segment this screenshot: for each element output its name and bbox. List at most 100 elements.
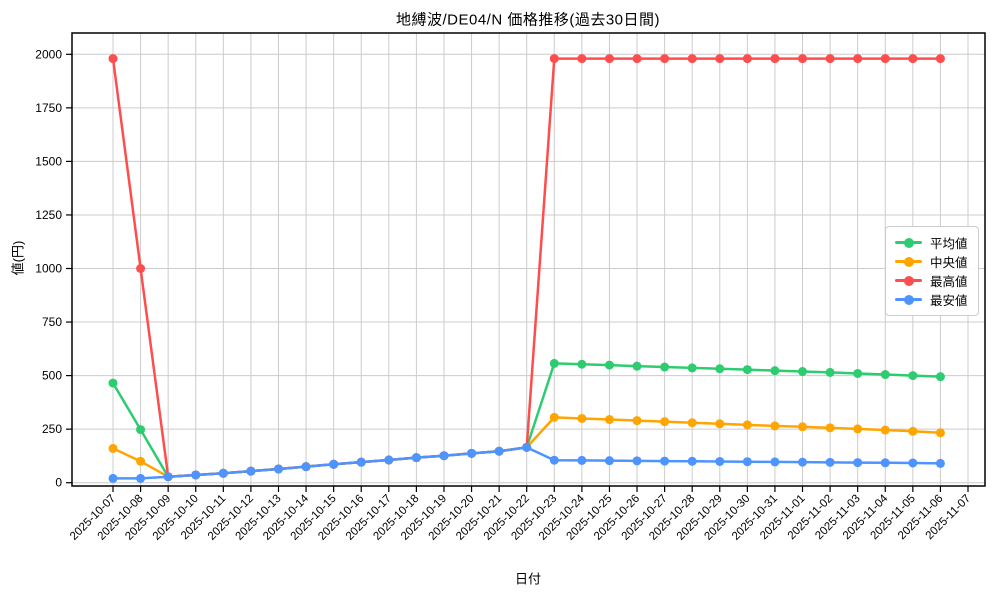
series-average-point <box>742 365 752 375</box>
legend-item-max: 最高値 <box>895 271 968 290</box>
y-tick-label: 2000 <box>35 47 62 61</box>
series-min-point <box>136 473 146 483</box>
series-average-point <box>577 359 587 369</box>
series-max-point <box>770 54 780 64</box>
y-tick-label: 1250 <box>35 208 62 222</box>
series-average-point <box>108 378 118 388</box>
legend-marker-median-icon <box>895 260 922 263</box>
series-min-point <box>522 442 532 452</box>
series-median-point <box>715 419 725 429</box>
legend-label-max: 最高値 <box>930 275 968 289</box>
series-min-point <box>467 448 477 458</box>
series-min-point <box>329 459 339 469</box>
series-min-point <box>246 466 256 476</box>
series-max-point <box>108 54 118 64</box>
series-min-point <box>549 455 559 465</box>
legend-label-average: 平均値 <box>930 237 968 251</box>
series-average-point <box>825 367 835 377</box>
series-min-point <box>439 451 449 461</box>
series-min-point <box>632 456 642 466</box>
series-min-point <box>853 458 863 468</box>
y-tick-label: 250 <box>42 422 62 436</box>
series-max-point <box>880 54 890 64</box>
series-average-point <box>798 367 808 377</box>
series-min-point <box>825 457 835 467</box>
series-median-point <box>880 425 890 435</box>
series-average-point <box>604 360 614 370</box>
series-max-point <box>798 54 808 64</box>
series-min-point <box>411 453 421 463</box>
y-tick-label: 1000 <box>35 262 62 276</box>
series-average-point <box>549 358 559 368</box>
series-max-point <box>853 54 863 64</box>
legend-item-min: 最安値 <box>895 290 968 309</box>
series-min-point <box>935 458 945 468</box>
legend-item-median: 中央値 <box>895 252 968 271</box>
series-min-point <box>218 468 228 478</box>
legend-marker-max-icon <box>895 279 922 282</box>
series-min-point <box>301 462 311 472</box>
series-average-point <box>853 368 863 378</box>
series-max-point <box>715 54 725 64</box>
series-average-point <box>660 362 670 372</box>
series-max-point <box>935 54 945 64</box>
series-average-point <box>136 425 146 435</box>
series-max-point <box>825 54 835 64</box>
series-min-point <box>191 470 201 480</box>
plot-border <box>71 32 986 487</box>
series-min-point <box>742 457 752 467</box>
legend-marker-min-icon <box>895 298 922 301</box>
legend-item-average: 平均値 <box>895 233 968 252</box>
series-min-point <box>770 457 780 467</box>
series-average-point <box>687 363 697 373</box>
series-median-point <box>577 413 587 423</box>
series-median-point <box>604 415 614 425</box>
series-median-point <box>108 443 118 453</box>
series-max-point <box>577 54 587 64</box>
series-median-point <box>853 424 863 434</box>
series-max-point <box>549 54 559 64</box>
series-average-point <box>880 370 890 380</box>
y-tick-label: 1500 <box>35 154 62 168</box>
y-tick-label: 0 <box>55 476 62 490</box>
series-median-point <box>825 423 835 433</box>
series-average-point <box>632 361 642 371</box>
series-average-point <box>770 366 780 376</box>
series-median-point <box>742 420 752 430</box>
y-tick-label: 1750 <box>35 101 62 115</box>
series-min-point <box>880 458 890 468</box>
series-min-point <box>384 455 394 465</box>
legend: 平均値 中央値最高値最安値 <box>885 226 979 316</box>
series-max-point <box>908 54 918 64</box>
series-average-point <box>715 364 725 374</box>
series-min-point <box>494 446 504 456</box>
legend-label-min: 最安値 <box>930 294 968 308</box>
series-max-point <box>687 54 697 64</box>
series-min-point <box>715 456 725 466</box>
series-median-point <box>770 421 780 431</box>
series-median-point <box>687 418 697 428</box>
series-median-point <box>935 428 945 438</box>
series-median-point <box>549 412 559 422</box>
series-min-point <box>604 456 614 466</box>
series-median-point <box>660 417 670 427</box>
series-median-point <box>798 422 808 432</box>
series-max-point <box>604 54 614 64</box>
series-average-point <box>935 372 945 382</box>
series-min-point <box>163 472 173 482</box>
series-median-point <box>136 456 146 466</box>
series-median-point <box>632 416 642 426</box>
y-axis-label: 値(円) <box>10 240 26 276</box>
series-min-point <box>273 464 283 474</box>
x-axis-label: 日付 <box>514 571 542 587</box>
series-median-point <box>908 426 918 436</box>
series-min-point <box>577 455 587 465</box>
series-min-point <box>108 473 118 483</box>
series-min-point <box>356 457 366 467</box>
series-min-point <box>798 457 808 467</box>
series-max-point <box>742 54 752 64</box>
y-tick-label: 750 <box>42 315 62 329</box>
chart-title: 地縛波/DE04/N 価格推移(過去30日間) <box>395 11 661 29</box>
